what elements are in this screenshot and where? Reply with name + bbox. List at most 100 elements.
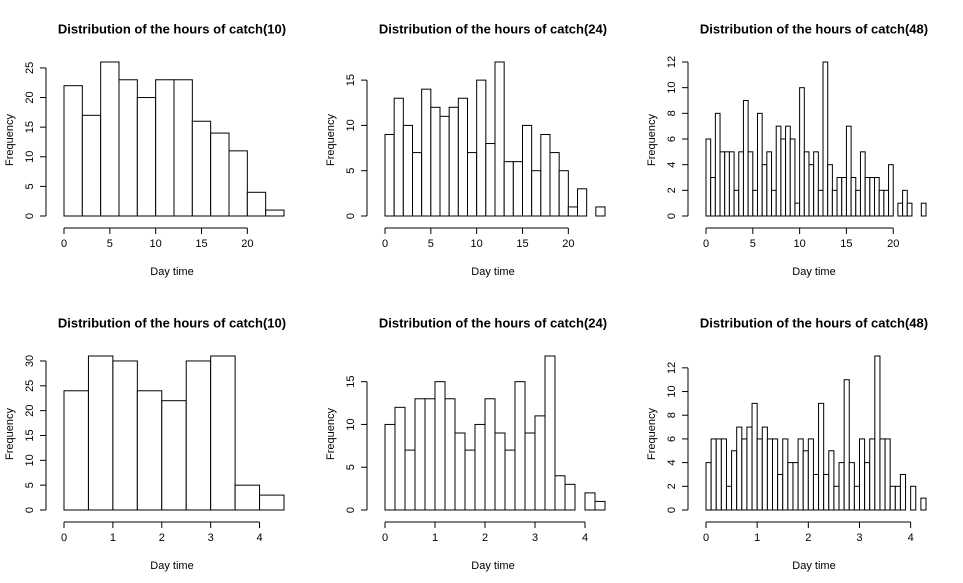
y-tick-label: 2: [666, 187, 678, 193]
x-tick-label: 3: [856, 532, 862, 544]
histogram-bar: [544, 355, 556, 511]
histogram-bar: [775, 125, 782, 217]
histogram-bar: [259, 494, 285, 511]
histogram-bar: [439, 115, 450, 217]
x-tick-label: 4: [582, 532, 588, 544]
y-tick-label: 30: [24, 355, 36, 367]
y-tick-label: 15: [345, 74, 357, 86]
histogram-bar: [504, 449, 516, 511]
x-tick-label: 0: [703, 532, 709, 544]
x-tick-label: 4: [908, 532, 914, 544]
y-tick-label: 4: [666, 162, 678, 168]
histogram-bar: [485, 143, 496, 217]
histogram-bar: [869, 177, 876, 217]
histogram-bar: [173, 79, 193, 217]
y-tick-label: 15: [24, 121, 36, 133]
histogram-bar: [807, 438, 814, 511]
chart-title: Distribution of the hours of catch(48): [700, 315, 928, 330]
histogram-bar: [564, 483, 576, 511]
histogram-bar: [444, 398, 456, 511]
histogram-bar: [210, 355, 236, 511]
histogram-bar: [858, 438, 866, 511]
histogram-bar: [756, 112, 763, 217]
y-axis-label: Frequency: [325, 114, 337, 166]
histogram-bar: [725, 485, 733, 511]
y-tick-label: 12: [666, 56, 678, 68]
y-tick-label: 20: [24, 405, 36, 417]
histogram-bar: [736, 426, 743, 511]
histogram-bar: [728, 151, 735, 217]
y-tick-label: 10: [345, 418, 357, 430]
histogram-bar: [393, 97, 404, 217]
histogram-bar: [797, 438, 804, 511]
histogram-bar: [494, 432, 506, 511]
histogram-bar: [756, 438, 763, 511]
histogram-bar: [859, 151, 866, 217]
histogram-bar: [448, 106, 459, 217]
histogram-bar: [705, 462, 712, 511]
histogram-bar: [787, 462, 794, 511]
histogram-bar: [715, 438, 722, 511]
x-tick-label: 2: [805, 532, 811, 544]
histogram-bar: [705, 138, 712, 217]
y-tick-label: 10: [666, 82, 678, 94]
y-tick-label: 8: [666, 412, 678, 418]
histogram-bar: [855, 189, 861, 217]
histogram-bar: [210, 132, 230, 217]
histogram-bar: [897, 202, 904, 217]
y-tick-label: 6: [666, 136, 678, 142]
histogram-bar: [720, 438, 727, 511]
y-tick-label: 0: [24, 507, 36, 513]
histogram-bar: [484, 398, 496, 511]
histogram-bar: [731, 450, 738, 511]
histogram-bar: [724, 151, 730, 217]
histogram-bar: [761, 426, 768, 511]
x-tick-label: 3: [208, 532, 214, 544]
histogram-bar: [534, 415, 546, 511]
histogram-bar: [850, 177, 857, 217]
x-tick-label: 10: [150, 238, 162, 250]
histogram-bar: [899, 473, 907, 511]
y-tick-label: 12: [666, 362, 678, 374]
y-tick-label: 10: [24, 454, 36, 466]
histogram-bar: [879, 438, 886, 511]
y-tick-label: 10: [666, 385, 678, 397]
x-tick-label: 15: [840, 238, 852, 250]
histogram-bar: [476, 79, 487, 217]
y-tick-label: 8: [666, 110, 678, 116]
histogram-bar: [577, 188, 588, 217]
x-axis-label: Day time: [471, 266, 514, 278]
y-tick-label: 5: [345, 168, 357, 174]
y-tick-label: 25: [24, 380, 36, 392]
histogram-bar: [733, 189, 740, 217]
histogram-bar: [512, 161, 523, 217]
histogram-bar: [494, 61, 505, 217]
y-tick-label: 0: [345, 213, 357, 219]
x-tick-label: 1: [754, 532, 760, 544]
y-tick-label: 0: [666, 507, 678, 513]
histogram-bar: [719, 151, 726, 217]
histogram-bar: [404, 449, 416, 511]
histogram-bar: [808, 164, 815, 217]
histogram-bar: [771, 189, 777, 217]
histogram-bar: [467, 152, 478, 217]
y-axis-label: Frequency: [646, 114, 658, 166]
histogram-bar: [833, 485, 840, 511]
x-tick-label: 3: [532, 532, 538, 544]
x-axis-label: Day time: [150, 266, 193, 278]
histogram-bar: [841, 177, 847, 217]
histogram-bar: [155, 79, 175, 217]
histogram-bar: [246, 191, 267, 217]
histogram-bar: [136, 97, 157, 217]
x-tick-label: 2: [159, 532, 165, 544]
x-tick-label: 0: [61, 532, 67, 544]
y-tick-label: 0: [24, 213, 36, 219]
x-tick-label: 20: [887, 238, 899, 250]
x-tick-label: 1: [432, 532, 438, 544]
histogram-bar: [746, 426, 753, 511]
histogram-bar: [454, 432, 466, 511]
y-tick-label: 15: [345, 376, 357, 388]
histogram-bar: [228, 150, 248, 217]
y-tick-label: 0: [666, 213, 678, 219]
histogram-bar: [853, 485, 860, 511]
